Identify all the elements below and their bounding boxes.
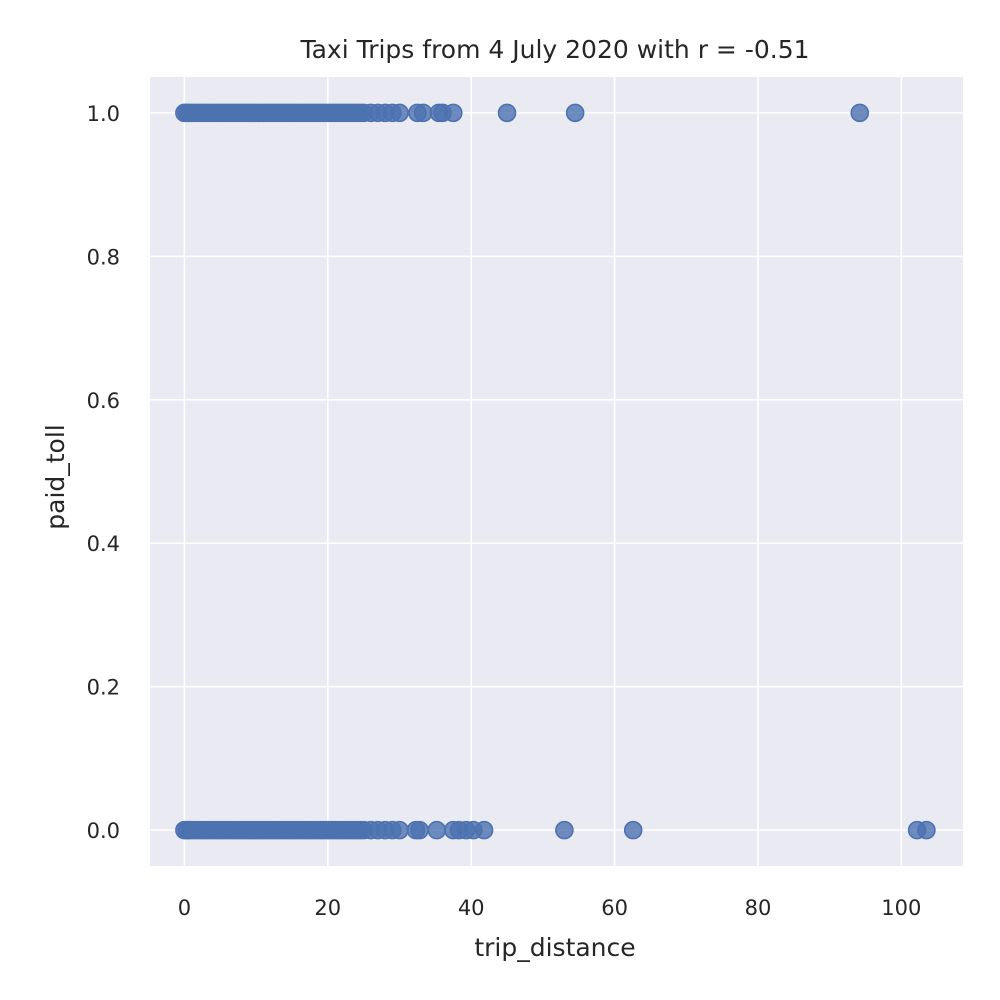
data-point	[390, 820, 409, 840]
data-point	[443, 103, 463, 123]
x-tick-label: 0	[178, 896, 191, 920]
x-tick-label: 80	[745, 896, 772, 920]
x-tick-label: 20	[314, 896, 341, 920]
y-tick-labels: 0.0 0.2 0.4 0.6 0.8 1.0	[87, 102, 120, 843]
y-tick-label: 0.4	[87, 532, 120, 556]
y-axis-label: paid_toll	[41, 424, 70, 530]
data-point	[410, 820, 429, 840]
x-tick-label: 40	[458, 896, 485, 920]
data-point	[623, 820, 643, 840]
data-point	[474, 820, 494, 840]
x-tick-label: 100	[881, 896, 921, 920]
x-tick-labels: 0 20 40 60 80 100	[178, 896, 922, 920]
data-point	[413, 103, 433, 123]
data-point	[555, 820, 574, 840]
data-point	[565, 103, 585, 123]
data-point	[917, 820, 936, 840]
y-tick-label: 0.6	[87, 389, 120, 413]
x-axis-label: trip_distance	[474, 933, 635, 962]
y-tick-label: 1.0	[87, 102, 120, 126]
data-point	[390, 103, 409, 123]
x-tick-label: 60	[601, 896, 628, 920]
data-point	[497, 103, 517, 123]
data-points	[175, 103, 936, 840]
y-tick-label: 0.0	[87, 819, 120, 843]
plot-area	[150, 77, 963, 866]
y-tick-label: 0.8	[87, 245, 120, 269]
chart-title: Taxi Trips from 4 July 2020 with r = -0.…	[299, 35, 809, 64]
data-point	[850, 103, 870, 123]
y-tick-label: 0.2	[87, 676, 120, 700]
data-point	[427, 820, 447, 840]
